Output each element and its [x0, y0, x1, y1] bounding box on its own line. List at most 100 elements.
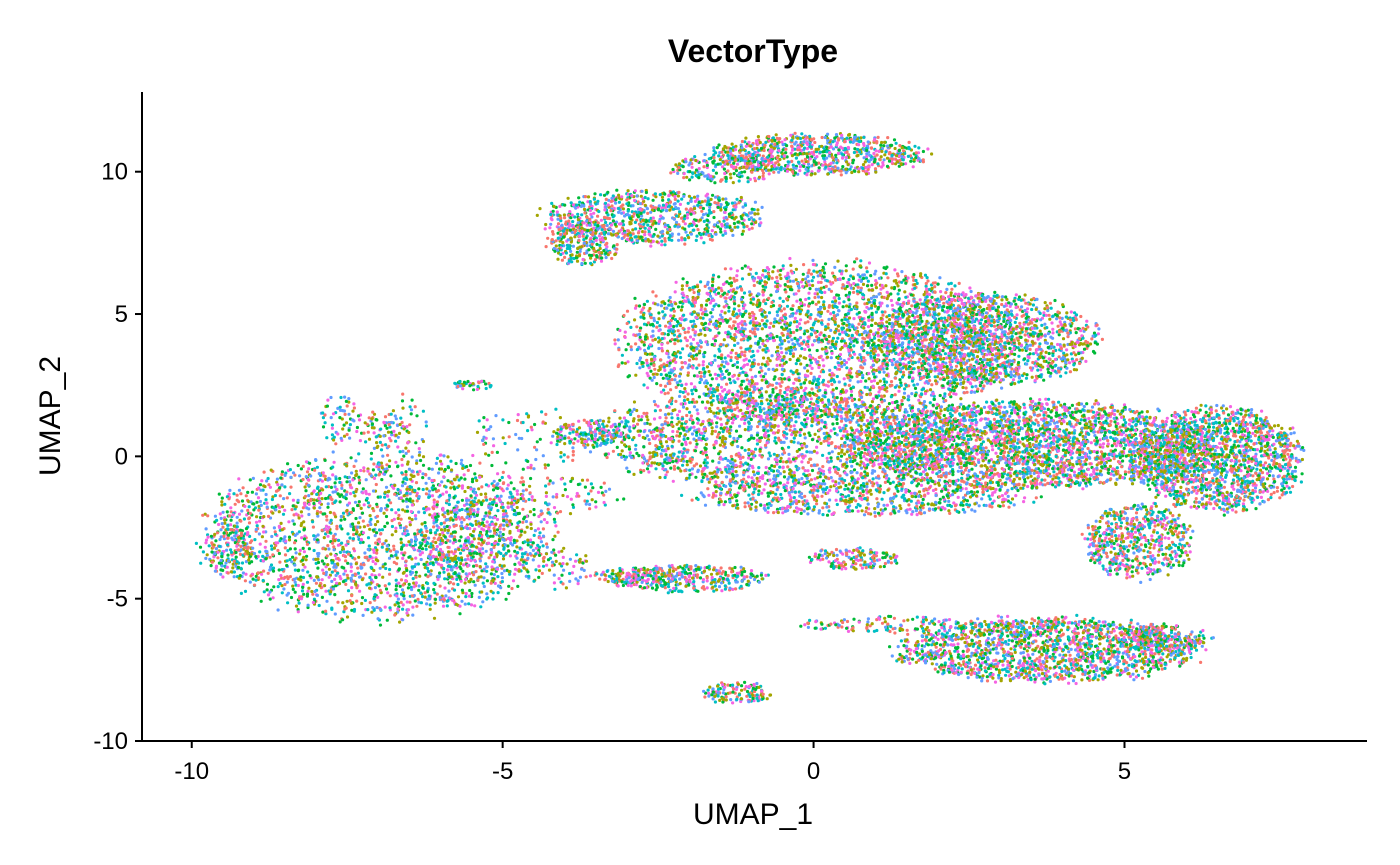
scatter-point [297, 530, 301, 534]
scatter-point [256, 576, 260, 580]
scatter-point [683, 238, 687, 242]
scatter-point [471, 503, 475, 507]
scatter-point [413, 514, 418, 518]
scatter-point [554, 239, 558, 243]
scatter-point [834, 133, 839, 137]
scatter-point [700, 200, 704, 204]
scatter-point [239, 519, 243, 523]
scatter-point [659, 214, 663, 218]
scatter-point [352, 528, 356, 532]
scatter-point [785, 144, 789, 148]
scatter-point [633, 220, 638, 224]
scatter-point [408, 520, 412, 525]
scatter-point [561, 241, 565, 245]
scatter-point [446, 512, 450, 516]
scatter-point [239, 591, 243, 596]
scatter-point [645, 207, 650, 211]
scatter-point [328, 510, 332, 515]
scatter-point [441, 492, 445, 496]
scatter-point [553, 587, 557, 591]
scatter-point [304, 460, 309, 464]
scatter-point [349, 565, 353, 569]
scatter-point [611, 229, 616, 233]
scatter-point [414, 517, 418, 521]
scatter-point [241, 536, 245, 540]
scatter-point [428, 513, 432, 517]
scatter-point [526, 543, 530, 547]
scatter-point [541, 534, 546, 538]
scatter-point [330, 606, 334, 610]
scatter-point [482, 584, 486, 589]
scatter-point [327, 525, 331, 530]
scatter-point [556, 530, 560, 534]
scatter-point [421, 463, 426, 467]
scatter-point [696, 194, 700, 198]
scatter-point [762, 148, 766, 153]
scatter-point [365, 496, 369, 501]
scatter-point [600, 228, 604, 232]
scatter-point [870, 163, 874, 167]
scatter-point [237, 539, 241, 543]
scatter-point [280, 483, 284, 487]
scatter-point [333, 593, 337, 597]
scatter-point [214, 564, 219, 568]
scatter-point [726, 150, 730, 154]
scatter-point [418, 469, 422, 473]
scatter-point [883, 140, 887, 144]
scatter-point [234, 555, 238, 559]
scatter-point [886, 136, 890, 140]
scatter-point [472, 580, 476, 584]
scatter-point [324, 589, 328, 593]
scatter-point [405, 543, 409, 547]
scatter-point [444, 485, 448, 489]
scatter-point [348, 423, 352, 427]
scatter-point [361, 613, 365, 618]
scatter-point [346, 561, 350, 565]
scatter-point [363, 551, 367, 555]
scatter-point [235, 521, 239, 525]
scatter-point [559, 216, 563, 220]
scatter-point [824, 165, 828, 169]
scatter-point [393, 603, 397, 607]
scatter-point [462, 518, 466, 522]
scatter-point [584, 575, 588, 579]
scatter-point [336, 556, 340, 561]
scatter-point [442, 598, 446, 602]
scatter-point [305, 592, 310, 596]
scatter-point [346, 532, 350, 536]
scatter-point [333, 612, 337, 616]
scatter-point [498, 530, 502, 534]
scatter-point [540, 571, 544, 576]
scatter-point [578, 557, 582, 561]
scatter-point [553, 520, 557, 524]
scatter-point [502, 564, 506, 568]
scatter-point [823, 135, 827, 140]
scatter-point [739, 195, 743, 200]
scatter-point [482, 416, 486, 420]
scatter-point [879, 143, 883, 147]
scatter-point [243, 504, 247, 508]
scatter-point [417, 447, 421, 451]
scatter-point [464, 577, 468, 582]
scatter-point [338, 416, 342, 420]
scatter-point [602, 493, 606, 497]
scatter-point [401, 392, 405, 396]
scatter-point [651, 222, 655, 226]
scatter-point [831, 156, 835, 160]
scatter-point [313, 589, 317, 594]
scatter-point [257, 508, 261, 512]
scatter-point [489, 548, 493, 552]
scatter-point [338, 620, 342, 624]
scatter-point [302, 537, 307, 541]
scatter-point [549, 222, 553, 226]
scatter-point [267, 483, 271, 487]
scatter-point [554, 553, 558, 557]
scatter-point [232, 575, 236, 579]
scatter-point [621, 203, 625, 207]
scatter-point [636, 231, 641, 235]
scatter-point [338, 500, 342, 504]
scatter-point [356, 503, 360, 508]
scatter-point [575, 491, 579, 496]
scatter-point [291, 555, 295, 559]
scatter-point [426, 569, 431, 574]
